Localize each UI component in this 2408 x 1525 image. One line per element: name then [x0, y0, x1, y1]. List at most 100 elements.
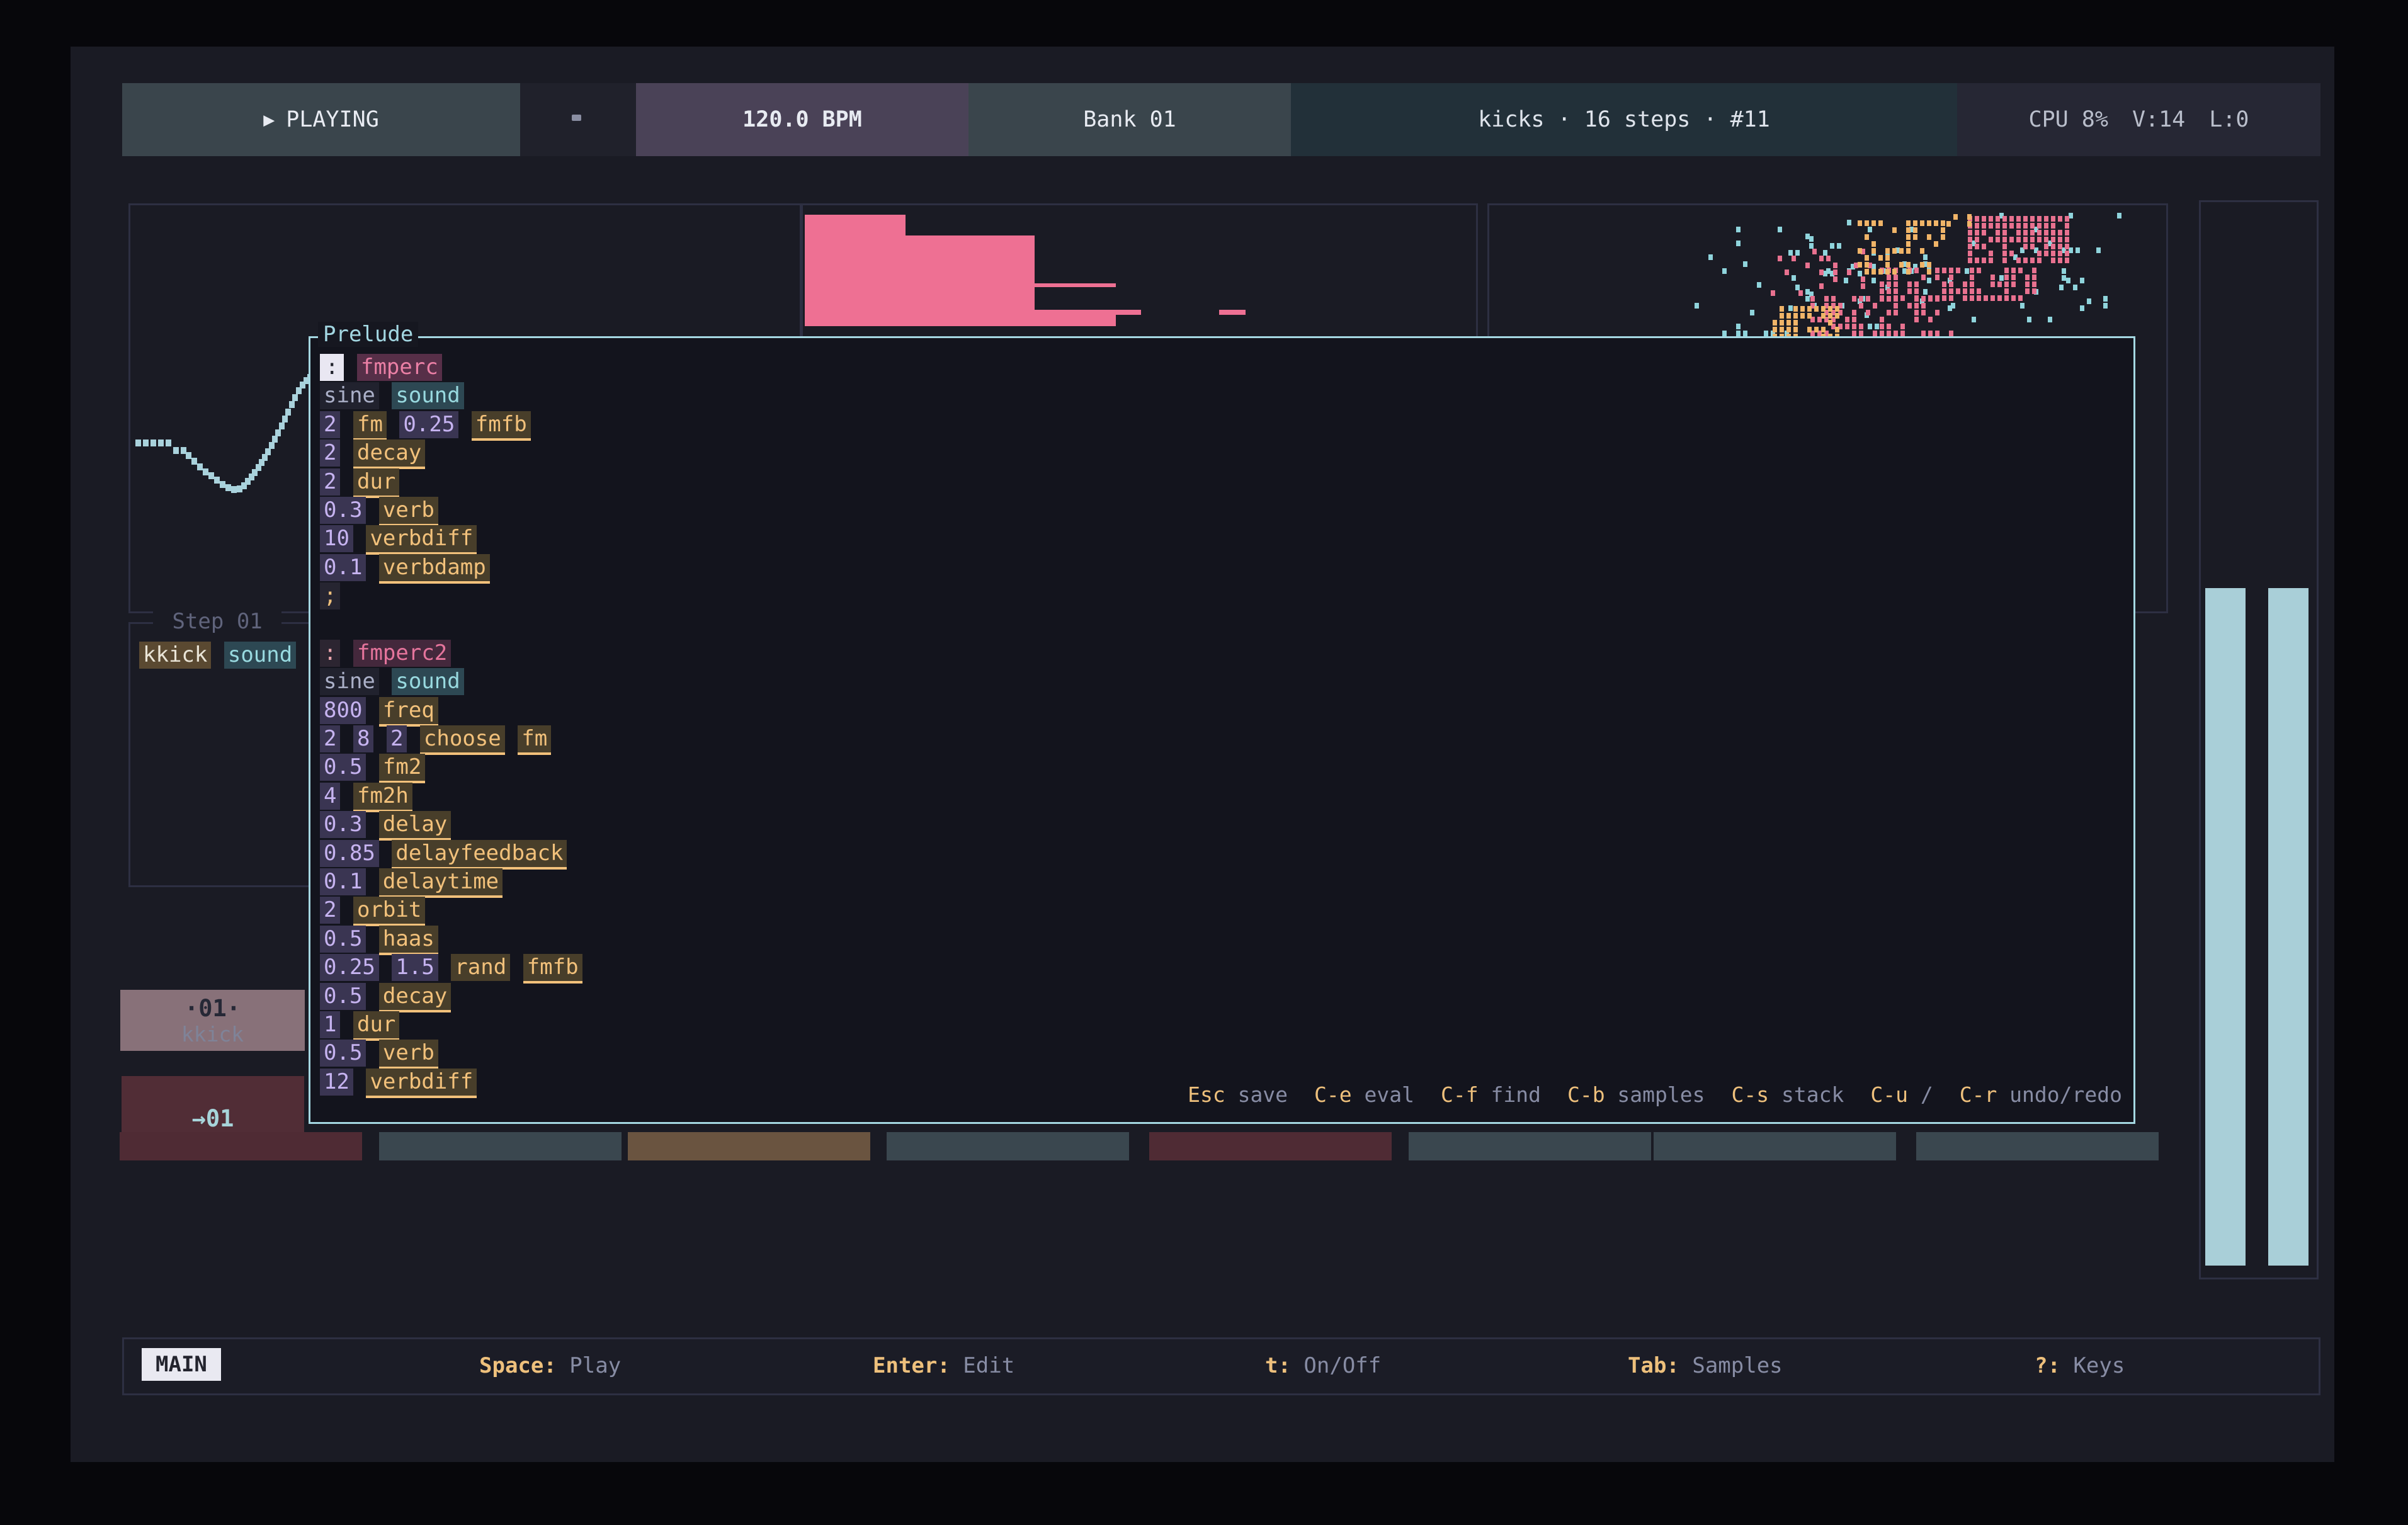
scatter-dot	[2058, 237, 2062, 242]
scatter-dot	[2011, 275, 2016, 280]
step-token-row[interactable]: kkick sound 4	[139, 642, 330, 669]
scatter-dot	[1906, 269, 1911, 275]
scatter-dot	[1935, 275, 1939, 280]
sequencer-cell[interactable]	[120, 1132, 362, 1160]
scatter-dot	[2027, 317, 2031, 322]
pad-number: ·01·	[184, 994, 241, 1022]
scatter-dot	[1970, 275, 1974, 280]
bpm-display[interactable]: 120.0 BPM	[636, 83, 968, 156]
scatter-dot	[1859, 324, 1863, 329]
scatter-dot	[2030, 223, 2035, 229]
code-token: :	[320, 354, 344, 381]
code-token: haas	[378, 925, 438, 955]
scatter-dot	[1868, 227, 1872, 232]
keybind-hint: C-s stack	[1731, 1082, 1844, 1107]
waveform-dot	[249, 473, 254, 480]
scatter-dot	[2065, 244, 2069, 249]
sequencer-cell[interactable]	[1916, 1132, 2159, 1160]
scatter-dot	[1805, 289, 1810, 295]
scatter-dot	[2023, 244, 2028, 249]
step-token[interactable]: kkick	[139, 642, 212, 669]
scatter-dot	[1989, 251, 1993, 256]
scatter-dot	[1887, 275, 1891, 280]
scatter-dot	[1934, 241, 1938, 247]
scatter-dot	[2065, 237, 2069, 242]
scatter-dot	[1914, 268, 1919, 273]
scatter-dot	[1878, 269, 1883, 275]
sequencer-cell[interactable]	[887, 1132, 1129, 1160]
scatter-dot	[1982, 230, 1986, 235]
scatter-dot	[2073, 285, 2077, 290]
scatter-dot	[1847, 269, 1851, 275]
scatter-dot	[2103, 303, 2108, 309]
scatter-dot	[2030, 216, 2035, 222]
code-line: : fmperc2	[320, 639, 2127, 668]
scatter-dot	[2044, 244, 2048, 249]
scatter-dot	[2023, 223, 2028, 229]
scatter-dot	[1887, 281, 1891, 287]
stats-display: CPU 8% V:14 L:0	[1957, 83, 2320, 156]
scatter-dot	[1795, 285, 1800, 290]
scatter-dot	[2034, 247, 2038, 253]
scatter-dot	[2032, 288, 2036, 294]
prelude-editor[interactable]: Prelude : fmperc sine sound 2 fm 0.25 fmfb…	[309, 322, 2135, 1124]
scatter-dot	[1999, 213, 2004, 218]
histogram-bar	[1035, 310, 1116, 326]
scatter-dot	[1807, 327, 1812, 332]
scatter-dot	[1894, 296, 1898, 302]
scatter-dot	[1982, 244, 1986, 249]
waveform-dot	[135, 439, 141, 446]
code-token: 1.5	[392, 954, 438, 982]
bank-display[interactable]: Bank 01	[968, 83, 1291, 156]
scatter-dot	[1975, 237, 1979, 242]
scatter-dot	[1875, 324, 1879, 329]
pattern-info: kicks · 16 steps · #11	[1291, 83, 1957, 156]
scatter-dot	[1977, 295, 1981, 301]
code-line: 2 fm 0.25 fmfb	[320, 411, 2127, 441]
transport-status[interactable]: ▶ PLAYING	[122, 83, 520, 156]
code-line: : fmperc	[320, 354, 2127, 382]
scatter-dot	[1975, 258, 1979, 263]
scatter-dot	[1977, 268, 1981, 273]
scatter-dot	[1823, 271, 1827, 276]
sequencer-cell[interactable]	[379, 1132, 622, 1160]
voices-stat: V:14	[2132, 107, 2186, 132]
scatter-dot	[2020, 303, 2025, 309]
waveform-dot	[269, 442, 275, 449]
scatter-dot	[1830, 271, 1834, 276]
scatter-dot	[1878, 220, 1883, 226]
scatter-dot	[2016, 216, 2021, 222]
scatter-dot	[1785, 269, 1789, 275]
scatter-dot	[2069, 213, 2073, 218]
bottom-hint: Tab: Samples	[1628, 1353, 1783, 1378]
code-token: delayfeedback	[392, 839, 567, 870]
scatter-dot	[1956, 268, 1960, 273]
scatter-dot	[1861, 276, 1865, 282]
code-area[interactable]: : fmperc sine sound 2 fm 0.25 fmfb 2 decay 2…	[320, 354, 2127, 1098]
step-token[interactable]: sound	[224, 642, 297, 669]
scatter-dot	[1935, 310, 1939, 315]
scatter-dot	[1989, 223, 1993, 229]
scatter-dot	[1771, 290, 1775, 296]
scatter-dot	[1894, 310, 1898, 315]
code-token: verbdamp	[378, 553, 490, 584]
waveform-dot	[245, 478, 251, 485]
scatter-dot	[1807, 306, 1812, 312]
sequencer-cell[interactable]	[1654, 1132, 1896, 1160]
pad-selected[interactable]: ·01· kkick	[120, 990, 305, 1051]
scatter-dot	[2002, 251, 2007, 256]
sequencer-cell[interactable]	[1149, 1132, 1392, 1160]
code-token: choose	[419, 725, 505, 756]
scatter-dot	[1923, 254, 1928, 260]
scatter-dot	[1838, 303, 1843, 309]
sequencer-cell[interactable]	[628, 1132, 870, 1160]
scatter-dot	[1968, 251, 1972, 256]
scatter-dot	[1880, 331, 1884, 336]
scatter-dot	[1778, 227, 1782, 232]
scatter-dot	[1786, 313, 1791, 319]
scatter-dot	[2023, 216, 2028, 222]
scatter-dot	[2065, 230, 2069, 235]
scatter-dot	[2117, 213, 2121, 218]
sequencer-cell[interactable]	[1409, 1132, 1651, 1160]
scatter-dot	[2037, 223, 2042, 229]
